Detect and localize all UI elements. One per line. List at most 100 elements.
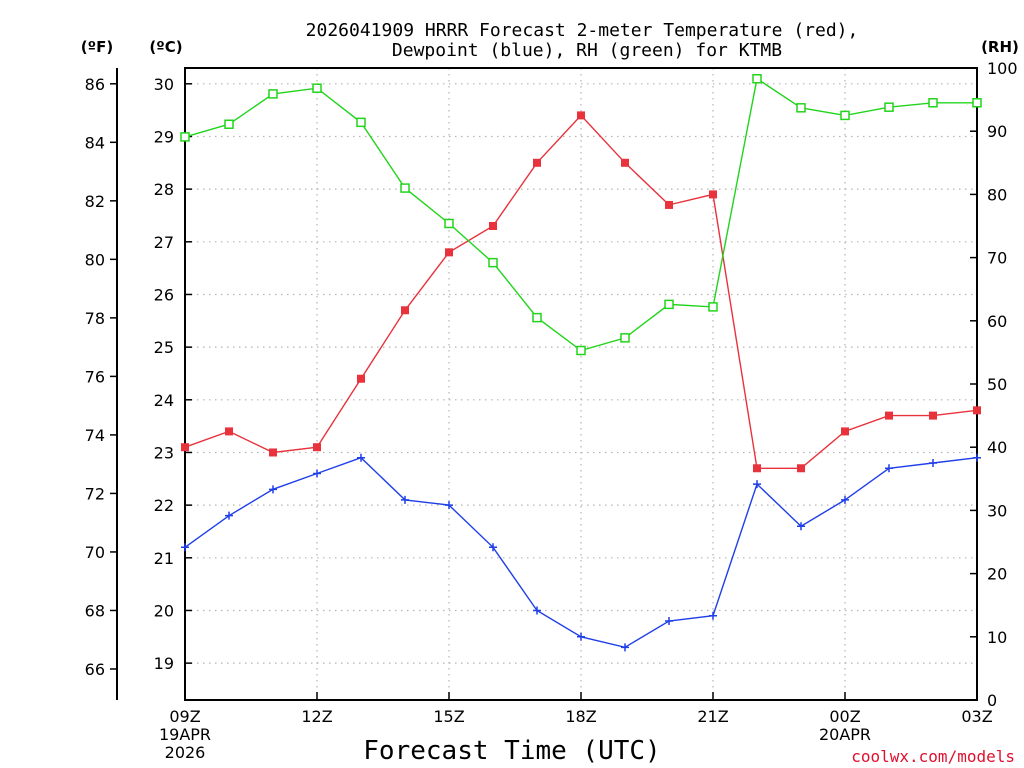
rh-tick-label: 20 [987,565,1007,584]
temperature-point [181,443,189,452]
rh-point [400,183,410,193]
grid-layer [184,68,978,700]
fahrenheit-tick-label: 74 [85,426,105,445]
rh-unit-label: (RH) [981,38,1019,56]
dewpoint-point [445,501,453,510]
x-tick-label: 20APR [819,725,871,744]
celsius-tick-label: 21 [154,549,174,568]
dewpoint-point [577,632,585,641]
rh-tick-label: 70 [987,249,1007,268]
rh-point [884,102,894,112]
rh-point [356,117,366,128]
dewpoint-point [313,469,321,478]
fahrenheit-tick-label: 86 [85,75,105,94]
celsius-tick-label: 19 [154,654,174,673]
x-tick-label: 19APR [159,725,211,744]
rh-tick-label: 40 [987,438,1007,457]
dewpoint-point [753,480,761,489]
temperature-point [885,411,893,420]
x-tick-label: 2026 [165,743,206,762]
dewpoint-point [533,606,541,615]
celsius-tick-label: 22 [154,496,174,515]
dewpoint-point [665,617,673,625]
temperature-point [445,248,453,257]
fahrenheit-tick-label: 68 [85,601,105,620]
temperature-point [753,464,761,473]
x-tick-label: 15Z [433,707,464,726]
dewpoint-series-line [184,456,978,649]
temperature-point [357,374,365,383]
x-tick-label: 00Z [829,707,860,726]
rh-tick-label: 0 [987,691,997,710]
celsius-tick-label: 26 [154,285,174,304]
fahrenheit-unit-label: (ºF) [81,38,113,56]
dewpoint-point [489,543,497,552]
rh-point [752,73,762,84]
dewpoint-point [621,643,629,652]
series-layer [180,73,982,652]
dewpoint-point [181,543,189,552]
rh-tick-label: 50 [987,375,1007,394]
x-tick-label: 09Z [169,707,200,726]
rh-point [488,257,498,268]
celsius-tick-label: 30 [154,75,174,94]
rh-point [928,98,938,108]
celsius-tick-label: 27 [154,233,174,252]
rh-point [664,299,674,310]
temperature-point [489,222,497,230]
x-tick-label: 03Z [961,707,992,726]
dewpoint-point [841,495,849,504]
celsius-tick-label: 23 [154,443,174,462]
rh-point [576,345,586,356]
fahrenheit-tick-label: 84 [85,133,105,152]
rh-tick-label: 80 [987,185,1007,204]
dewpoint-point [357,453,365,462]
rh-point [224,119,234,129]
temperature-point [401,306,409,315]
rh-tick-label: 60 [987,312,1007,331]
dewpoint-point [973,453,981,462]
temperature-point [709,190,717,199]
temperature-point [929,411,937,420]
chart-title-line-1: 2026041909 HRRR Forecast 2-meter Tempera… [306,20,859,41]
dewpoint-point [929,459,937,467]
rh-point [444,218,454,229]
x-axis-label: Forecast Time (UTC) [363,736,660,766]
rh-tick-label: 10 [987,628,1007,647]
rh-series-line [184,77,977,352]
temperature-point [313,443,321,452]
axes-layer: 19 20 21 22 23 24 25 26 27 28 29 30 66 68 70 72 74 76 78 80… [85,59,1018,762]
celsius-tick-label: 20 [154,601,174,620]
rh-point [312,83,322,93]
celsius-tick-label: 24 [154,391,174,410]
rh-tick-label: 100 [987,59,1018,78]
celsius-tick-label: 29 [154,127,174,146]
dewpoint-point [401,495,409,504]
rh-point [972,98,982,108]
temperature-point [797,464,805,473]
temperature-point [577,111,585,120]
rh-point [268,89,278,99]
x-tick-label: 12Z [301,707,332,726]
temperature-point [973,406,981,415]
temperature-point [269,448,277,457]
rh-point [620,333,630,343]
rh-point [796,103,806,113]
temperature-point [665,200,673,209]
rh-point [180,132,190,142]
temperature-point [533,158,541,167]
rh-point [840,110,850,121]
celsius-unit-label: (ºC) [149,38,182,56]
credit-link[interactable]: coolwx.com/models [851,747,1015,766]
rh-tick-label: 90 [987,122,1007,141]
temperature-point [841,427,849,436]
plot-frame [184,67,978,701]
x-tick-label: 21Z [697,707,728,726]
celsius-tick-label: 28 [154,180,174,199]
celsius-tick-label: 25 [154,338,174,357]
fahrenheit-tick-label: 82 [85,192,105,211]
temperature-point [621,158,629,167]
rh-point [532,312,542,323]
